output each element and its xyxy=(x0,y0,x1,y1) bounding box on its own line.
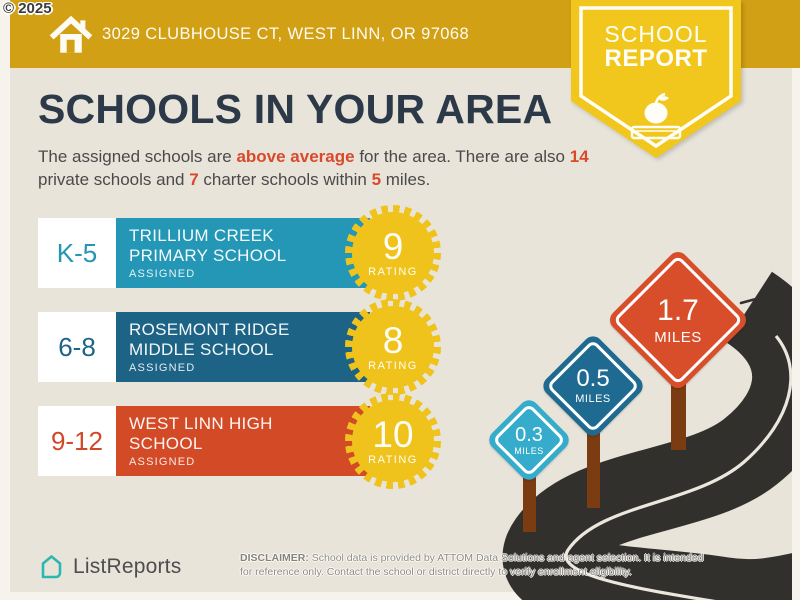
highlight-miles: 5 xyxy=(371,169,382,189)
school-row-high: 9-12 WEST LINN HIGH SCHOOL ASSIGNED 10 R… xyxy=(38,393,441,489)
rating-value: 8 xyxy=(382,320,404,361)
ribbon-line1: SCHOOL xyxy=(604,21,708,47)
copyright-text: © 2025 xyxy=(3,0,52,17)
school-row-middle: 6-8 ROSEMONT RIDGE MIDDLE SCHOOL ASSIGNE… xyxy=(38,299,441,395)
school-row-elementary: K-5 TRILLIUM CREEK PRIMARY SCHOOL ASSIGN… xyxy=(38,205,441,301)
ribbon-line2: REPORT xyxy=(604,45,708,73)
grade-range: 6-8 xyxy=(38,312,116,382)
school-list: K-5 TRILLIUM CREEK PRIMARY SCHOOL ASSIGN… xyxy=(38,205,441,500)
ribbon-shape xyxy=(571,0,741,158)
distance-value: 1.7 xyxy=(657,293,699,327)
highlight-above-average: above average xyxy=(236,147,355,166)
logo-text: ListReports xyxy=(73,554,182,578)
distance-unit: MILES xyxy=(575,393,611,405)
apple-on-book-icon xyxy=(630,92,682,140)
page-title: SCHOOLS IN YOUR AREA xyxy=(38,86,553,132)
distance-sign-1-7-miles: 1.7 MILES xyxy=(605,247,751,393)
school-name-box: WEST LINN HIGH SCHOOL ASSIGNED xyxy=(116,406,370,476)
school-status: ASSIGNED xyxy=(129,267,196,280)
sign-post xyxy=(587,426,600,508)
school-report-ribbon: SCHOOL REPORT xyxy=(570,0,742,162)
grade-range: K-5 xyxy=(38,218,116,288)
rating-value: 9 xyxy=(382,226,404,267)
distance-value: 0.3 xyxy=(515,423,543,446)
rating-starburst: 8 RATING xyxy=(345,299,441,395)
school-name-box: TRILLIUM CREEK PRIMARY SCHOOL ASSIGNED xyxy=(116,218,370,288)
rating-label: RATING xyxy=(368,360,418,372)
school-name-box: ROSEMONT RIDGE MIDDLE SCHOOL ASSIGNED xyxy=(116,312,370,382)
rating-value: 10 xyxy=(372,414,414,455)
school-name: WEST LINN HIGH SCHOOL xyxy=(129,414,273,453)
school-name: ROSEMONT RIDGE MIDDLE SCHOOL xyxy=(129,320,290,359)
highlight-private-count: 14 xyxy=(569,147,589,166)
distance-unit: MILES xyxy=(514,445,544,456)
summary-text: The assigned schools are above average f… xyxy=(38,147,589,189)
school-status: ASSIGNED xyxy=(129,361,196,374)
distance-value: 0.5 xyxy=(576,365,610,392)
house-outline-icon xyxy=(41,555,62,579)
rating-starburst: 9 RATING xyxy=(345,205,441,301)
highlight-charter-count: 7 xyxy=(189,169,199,189)
school-status: ASSIGNED xyxy=(129,455,196,468)
disclaimer-text: DISCLAIMER: School data is provided by A… xyxy=(240,552,704,579)
rating-label: RATING xyxy=(368,266,418,278)
grade-range: 9-12 xyxy=(38,406,116,476)
rating-label: RATING xyxy=(368,454,418,466)
school-name: TRILLIUM CREEK PRIMARY SCHOOL xyxy=(129,226,287,265)
listreports-logo: ListReports xyxy=(38,553,181,580)
home-icon xyxy=(49,15,93,53)
property-address: 3029 CLUBHOUSE CT, WEST LINN, OR 97068 xyxy=(102,24,470,43)
distance-unit: MILES xyxy=(654,328,702,346)
disclaimer-label: DISCLAIMER: xyxy=(240,552,309,564)
page-margin xyxy=(792,68,800,600)
rating-starburst: 10 RATING xyxy=(345,393,441,489)
